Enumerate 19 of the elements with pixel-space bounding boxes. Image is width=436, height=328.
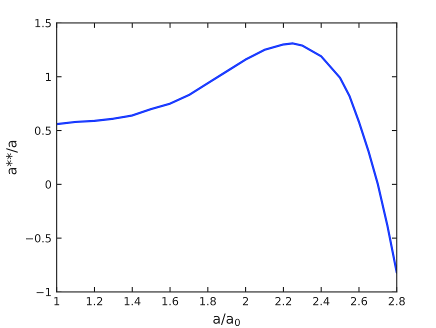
x-tick-label: 2.6 xyxy=(350,296,368,306)
y-tick-label: 0 xyxy=(45,180,52,189)
x-tick-label: 2 xyxy=(242,296,248,306)
x-tick-label: 2.2 xyxy=(275,296,292,306)
x-tick-label: 2.8 xyxy=(388,296,405,306)
x-axis-title: a/a$_{0}$ xyxy=(213,314,240,326)
x-tick-label: 1.8 xyxy=(200,296,216,306)
y-axis-title: a**/a xyxy=(6,140,18,174)
x-tick-label: 1.6 xyxy=(162,296,178,306)
x-tick-label: 2.4 xyxy=(313,296,330,306)
y-tick-label: 1 xyxy=(46,72,51,81)
y-tick-label: 1.5 xyxy=(35,19,51,28)
x-tick-label: 1 xyxy=(54,297,60,306)
y-tick-label: −0.5 xyxy=(26,234,51,243)
x-tick-label: 1.2 xyxy=(86,296,102,306)
y-tick-label: −1 xyxy=(36,288,51,296)
y-tick-label: 0.5 xyxy=(34,126,51,135)
line-series xyxy=(56,42,397,274)
x-tick-label: 1.4 xyxy=(124,297,140,306)
